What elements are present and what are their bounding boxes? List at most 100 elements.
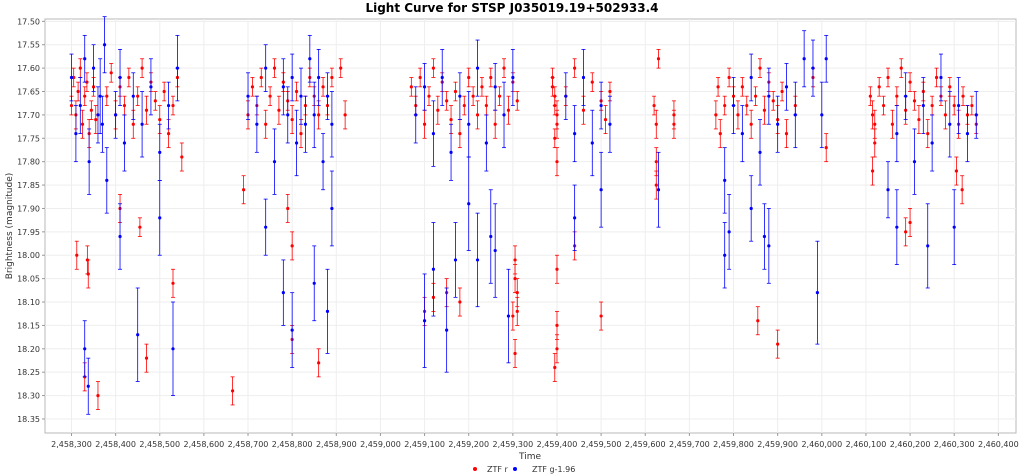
x-tick-label: 2,460,400 — [978, 440, 1019, 449]
data-point — [462, 103, 466, 108]
data-point — [102, 43, 107, 47]
legend-label-ztf-r: ZTF r — [487, 465, 509, 474]
data-point — [131, 94, 135, 98]
x-axis-title: Time — [518, 452, 541, 462]
data-point — [458, 300, 462, 304]
data-point — [970, 103, 974, 108]
data-point — [250, 85, 255, 89]
data-point — [767, 94, 771, 98]
data-point — [467, 202, 471, 206]
data-point — [780, 89, 784, 94]
data-point — [317, 75, 321, 80]
x-tick-label: 2,459,200 — [448, 440, 489, 449]
data-point — [286, 206, 290, 211]
data-point — [180, 155, 184, 159]
data-point — [105, 178, 109, 182]
data-point — [75, 253, 79, 257]
data-point — [502, 113, 506, 117]
data-point — [723, 178, 727, 182]
data-point — [930, 141, 934, 145]
data-point — [912, 99, 917, 103]
legend-marker-ztf-g — [513, 467, 517, 471]
data-point — [259, 75, 263, 80]
data-point — [277, 108, 281, 112]
data-point — [716, 85, 720, 89]
legend: ZTF r ZTF g-1.96 — [473, 465, 575, 474]
data-point — [908, 220, 912, 225]
data-point — [723, 103, 727, 108]
data-point — [511, 75, 515, 80]
data-point — [122, 103, 127, 108]
y-tick-label: 17.75 — [17, 134, 40, 143]
data-point — [175, 66, 180, 70]
data-point — [776, 122, 780, 126]
data-point — [449, 117, 453, 122]
data-point — [144, 356, 149, 360]
data-point — [98, 94, 102, 98]
data-point — [793, 113, 797, 117]
data-point — [105, 94, 109, 98]
data-point — [886, 75, 890, 80]
data-point — [138, 225, 142, 229]
data-point — [784, 85, 789, 89]
data-point — [654, 183, 658, 187]
data-point — [290, 75, 294, 80]
x-tick-label: 2,460,200 — [890, 440, 931, 449]
y-tick-label: 18.10 — [17, 298, 40, 307]
y-axis-title: Brightness (magnitude) — [5, 173, 15, 280]
data-point — [749, 206, 753, 211]
x-tick-label: 2,459,100 — [404, 440, 445, 449]
y-tick-label: 17.70 — [17, 111, 40, 120]
data-point — [762, 108, 767, 112]
data-point — [436, 108, 440, 112]
data-point — [109, 71, 113, 75]
x-tick-label: 2,459,800 — [713, 440, 754, 449]
data-point — [824, 146, 828, 150]
data-point — [140, 122, 144, 126]
data-point — [86, 384, 90, 388]
x-tick-label: 2,458,900 — [316, 440, 357, 449]
y-tick-label: 18.15 — [17, 321, 40, 330]
data-point — [325, 309, 330, 313]
data-point — [740, 85, 744, 89]
data-point — [294, 141, 299, 145]
data-point — [144, 108, 149, 112]
data-point — [83, 57, 87, 61]
data-point — [654, 122, 658, 126]
data-point — [934, 75, 939, 80]
data-point — [656, 57, 661, 61]
data-point — [555, 323, 559, 328]
data-point — [573, 132, 577, 136]
data-point — [890, 122, 895, 126]
data-point — [904, 94, 908, 98]
data-point — [895, 225, 899, 229]
data-point — [952, 103, 956, 108]
data-point — [736, 113, 740, 117]
data-point — [127, 75, 131, 80]
data-point — [414, 113, 418, 117]
data-point — [868, 94, 872, 98]
y-tick-label: 18.20 — [17, 345, 40, 354]
data-point — [489, 234, 493, 239]
data-point — [948, 85, 952, 89]
x-tick-label: 2,458,400 — [95, 440, 136, 449]
data-point — [458, 132, 462, 136]
data-point — [815, 291, 819, 295]
data-point — [80, 122, 85, 126]
data-point — [158, 216, 162, 220]
data-point — [440, 75, 444, 80]
data-point — [912, 160, 917, 164]
data-point — [877, 85, 881, 89]
data-point — [917, 117, 921, 122]
data-point — [908, 80, 912, 84]
data-point — [515, 309, 519, 313]
y-tick-label: 18.00 — [17, 251, 40, 260]
data-point — [573, 216, 577, 220]
x-tick-label: 2,458,800 — [272, 440, 313, 449]
data-point — [926, 132, 930, 136]
data-point — [904, 230, 908, 234]
data-point — [513, 351, 517, 356]
data-point — [166, 132, 171, 136]
data-point — [727, 75, 731, 80]
data-point — [114, 113, 118, 117]
